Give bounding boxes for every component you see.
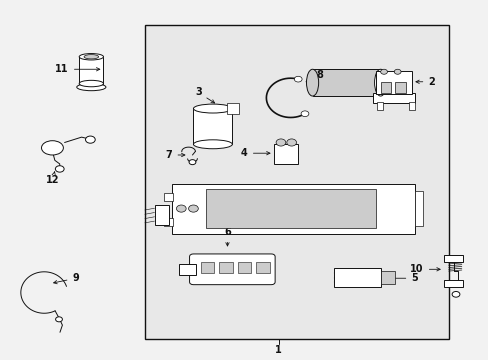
Text: 9: 9 bbox=[54, 273, 79, 284]
Bar bbox=[219, 262, 232, 273]
Bar bbox=[201, 262, 214, 273]
Text: 8: 8 bbox=[305, 69, 323, 82]
Bar bbox=[414, 191, 423, 226]
Circle shape bbox=[393, 69, 400, 74]
Bar bbox=[193, 109, 232, 144]
Text: 2: 2 bbox=[415, 77, 434, 87]
Bar bbox=[256, 262, 269, 273]
Text: 7: 7 bbox=[165, 150, 184, 160]
Circle shape bbox=[56, 317, 62, 322]
Bar bbox=[443, 255, 462, 262]
Text: 4: 4 bbox=[241, 148, 269, 158]
Ellipse shape bbox=[79, 54, 103, 60]
Bar bbox=[372, 93, 414, 103]
Circle shape bbox=[286, 139, 296, 146]
Bar bbox=[273, 144, 297, 164]
Circle shape bbox=[294, 76, 302, 82]
Bar bbox=[380, 82, 390, 93]
Text: 11: 11 bbox=[55, 64, 100, 74]
Text: 3: 3 bbox=[195, 87, 214, 103]
Text: 1: 1 bbox=[275, 345, 282, 355]
Ellipse shape bbox=[41, 141, 63, 155]
Circle shape bbox=[176, 205, 186, 212]
Text: 5: 5 bbox=[384, 273, 417, 283]
Bar bbox=[312, 69, 380, 96]
Circle shape bbox=[451, 292, 459, 297]
Circle shape bbox=[276, 139, 285, 146]
Circle shape bbox=[85, 136, 95, 143]
Bar bbox=[164, 217, 173, 226]
Ellipse shape bbox=[84, 55, 99, 59]
Bar bbox=[376, 103, 382, 111]
Bar bbox=[408, 103, 414, 111]
Bar bbox=[226, 103, 238, 114]
Bar bbox=[205, 189, 375, 228]
Bar bbox=[334, 267, 380, 287]
Bar bbox=[154, 205, 169, 225]
Circle shape bbox=[189, 159, 196, 165]
Bar bbox=[79, 57, 103, 84]
Ellipse shape bbox=[79, 80, 103, 87]
Bar bbox=[171, 184, 414, 234]
Circle shape bbox=[380, 69, 386, 74]
Bar bbox=[443, 280, 462, 287]
Ellipse shape bbox=[374, 69, 386, 96]
Bar bbox=[375, 71, 411, 94]
Circle shape bbox=[301, 111, 308, 117]
Ellipse shape bbox=[306, 69, 318, 96]
Circle shape bbox=[55, 166, 64, 172]
Bar bbox=[394, 82, 405, 93]
Text: 12: 12 bbox=[45, 172, 59, 185]
Text: 6: 6 bbox=[224, 227, 230, 246]
Text: 10: 10 bbox=[409, 264, 439, 274]
FancyBboxPatch shape bbox=[189, 254, 275, 285]
Circle shape bbox=[188, 205, 198, 212]
Ellipse shape bbox=[193, 140, 232, 149]
Ellipse shape bbox=[193, 104, 232, 113]
Ellipse shape bbox=[77, 84, 106, 91]
Bar bbox=[164, 193, 173, 202]
Bar bbox=[144, 24, 448, 339]
Bar bbox=[380, 271, 394, 284]
Bar bbox=[179, 264, 196, 275]
Bar bbox=[237, 262, 251, 273]
